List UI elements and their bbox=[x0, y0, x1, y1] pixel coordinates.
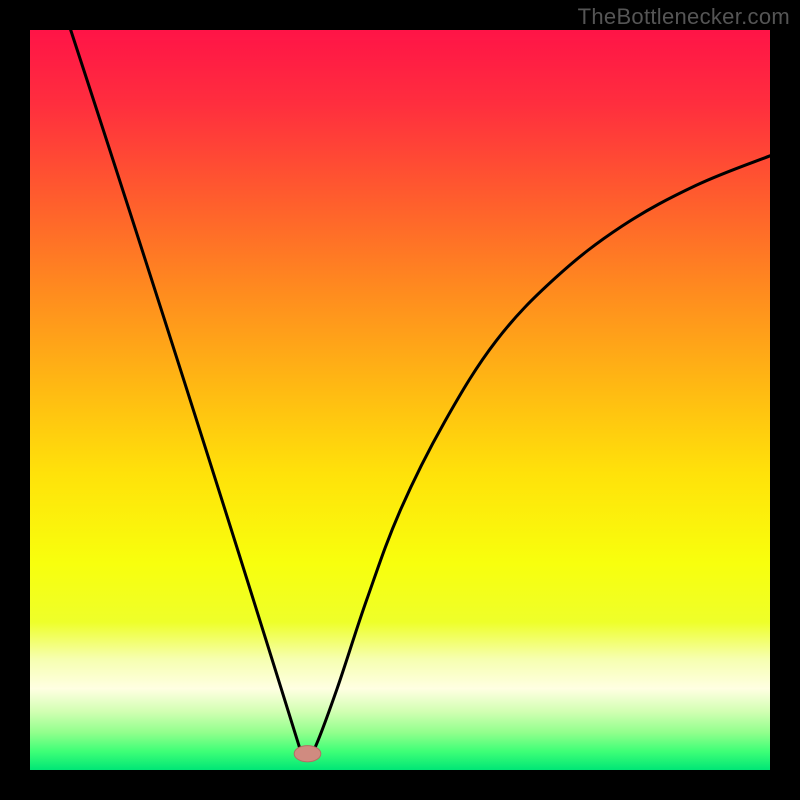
bottleneck-chart bbox=[0, 0, 800, 800]
plot-background-gradient bbox=[30, 30, 770, 770]
chart-stage: TheBottlenecker.com bbox=[0, 0, 800, 800]
vertex-marker bbox=[294, 746, 321, 762]
watermark-text: TheBottlenecker.com bbox=[578, 4, 790, 30]
